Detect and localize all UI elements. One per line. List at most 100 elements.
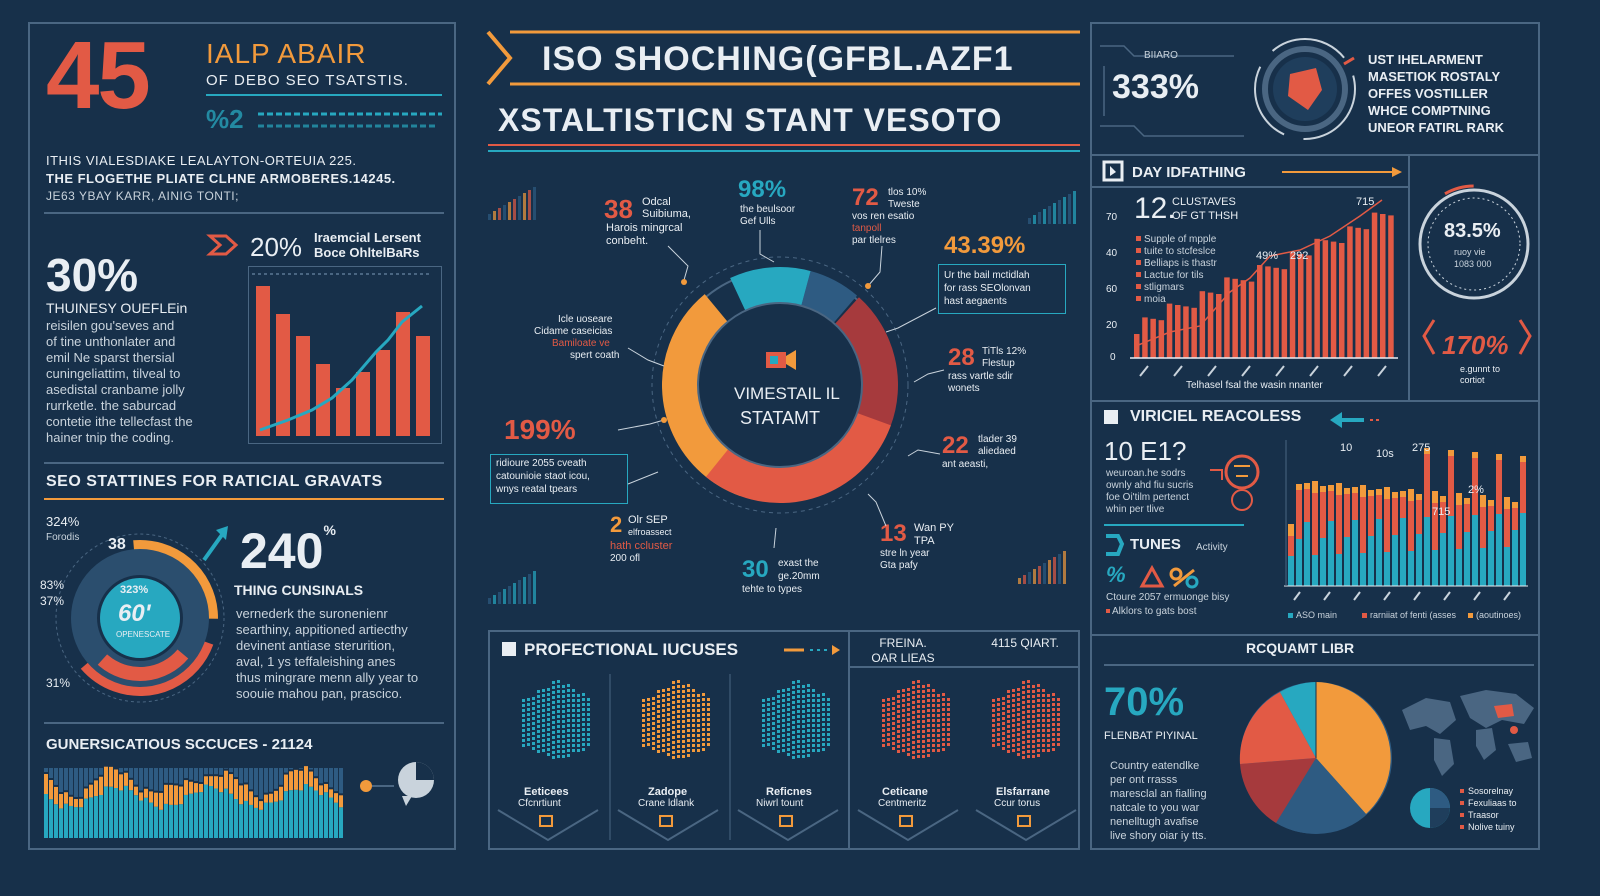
prof-dot — [887, 708, 890, 711]
prof-dot — [1042, 739, 1045, 742]
center-deco-bar — [528, 190, 531, 220]
prof-dot — [797, 680, 800, 683]
vir-legend-1: ASO main — [1296, 610, 1338, 620]
vir-bar-teal — [1336, 554, 1342, 586]
prof-dot — [692, 714, 695, 717]
vir-bar-orange — [1464, 498, 1470, 504]
left-stripe-teal — [284, 791, 288, 838]
prof-dot — [772, 717, 775, 720]
left-pct-30-text-4: cuningeliattim, tilveal to — [46, 366, 181, 381]
left-stripe-orange — [209, 776, 213, 787]
day-title: DAY IDFATHING — [1132, 164, 1246, 181]
left-bar-pct: 20% — [250, 232, 303, 262]
prof-dot — [1037, 724, 1040, 727]
prof-dot — [887, 733, 890, 736]
prof-dot — [677, 725, 680, 728]
prof-dot — [547, 753, 550, 756]
left-stripe-teal — [339, 807, 343, 838]
prof-dot — [777, 725, 780, 728]
vir-legend-2: rarniiat of fenti (asses — [1370, 610, 1457, 620]
prof-dot — [887, 718, 890, 721]
prof-dot — [702, 743, 705, 746]
left-stripe-orange — [214, 776, 218, 789]
tunes-bullet — [1106, 609, 1110, 613]
prof-dot — [817, 734, 820, 737]
day-bar — [1224, 277, 1230, 358]
day-bar — [1142, 317, 1148, 358]
left-bar-label-1: Iraemcial Lersent — [314, 230, 421, 245]
right-top-pct: 333% — [1112, 68, 1199, 106]
prof-dot — [1012, 744, 1015, 747]
prof-dot — [892, 712, 895, 715]
prof-item-icon — [1017, 815, 1031, 827]
left-stripe-orange — [154, 792, 158, 807]
prof-dot — [587, 733, 590, 736]
left-stripe-orange — [104, 766, 108, 787]
prof-dot — [662, 739, 665, 742]
prof-dot — [697, 699, 700, 702]
vir-bar-teal — [1480, 548, 1486, 586]
vir-bar-teal — [1464, 532, 1470, 586]
left-stripe-teal — [259, 809, 263, 838]
center-deco-bar — [1053, 203, 1056, 224]
callout-199-text-3: wnys reatal tpears — [496, 484, 578, 495]
vir-bar-red — [1520, 462, 1526, 513]
prof-dot — [532, 702, 535, 705]
prof-dot — [667, 688, 670, 691]
prof-dot — [1007, 710, 1010, 713]
prof-dot — [787, 708, 790, 711]
center-deco-bar — [518, 580, 521, 604]
tunes-bracket-icon — [1106, 534, 1125, 556]
prof-dot — [797, 705, 800, 708]
prof-dot — [1012, 704, 1015, 707]
prof-dot — [682, 735, 685, 738]
prof-dot — [897, 720, 900, 723]
prof-dot — [812, 719, 815, 722]
day-bar — [1355, 227, 1361, 358]
prof-dot — [662, 689, 665, 692]
prof-dot — [582, 693, 585, 696]
callout-4339-num: 43.39% — [944, 232, 1026, 259]
prof-dot — [642, 744, 645, 747]
prof-dot — [1052, 733, 1055, 736]
left-stripe-teal — [44, 794, 48, 838]
prof-dot — [792, 701, 795, 704]
left-big-240-text-1: vernederk the suronenienr — [236, 606, 388, 621]
prof-dot — [577, 704, 580, 707]
callout-38-text-4: conbeht. — [606, 235, 649, 247]
prof-dot — [672, 686, 675, 689]
left-stripe-teal — [239, 804, 243, 838]
center-deco-bar — [1058, 200, 1061, 224]
vir-bar-orange — [1512, 502, 1518, 508]
prof-dot — [927, 694, 930, 697]
prof-dot — [567, 709, 570, 712]
left-big-240-text-2: searthiny, appitioned artiecthy — [236, 622, 408, 637]
prof-dot — [917, 680, 920, 683]
prof-dot — [822, 693, 825, 696]
right-top-text-3: OFFES VOSTILLER — [1368, 86, 1488, 101]
prof-dot — [542, 699, 545, 702]
prof-dot — [1027, 720, 1030, 723]
vir-bar-teal — [1384, 552, 1390, 586]
prof-dot — [922, 695, 925, 698]
day-bar — [1207, 292, 1214, 358]
callout-30-text-1: exast the — [778, 558, 819, 569]
prof-dot — [1047, 729, 1050, 732]
prof-dot — [922, 705, 925, 708]
prof-dot — [1047, 744, 1050, 747]
day-legend-2: tuite to stcfeslce — [1144, 246, 1216, 257]
prof-dot — [642, 704, 645, 707]
prof-dot — [1002, 737, 1005, 740]
day-bar — [1216, 294, 1222, 358]
prof-dot — [932, 699, 935, 702]
prof-dot — [1022, 751, 1025, 754]
prof-dot — [682, 730, 685, 733]
prof-dot — [532, 707, 535, 710]
prof-dot — [912, 731, 915, 734]
prof-dot — [807, 694, 810, 697]
prof-dot — [557, 745, 560, 748]
vir-bar-red — [1344, 494, 1350, 537]
prof-dot — [992, 714, 995, 717]
left-stripe-teal — [124, 785, 128, 838]
left-stripe-teal — [229, 793, 233, 838]
